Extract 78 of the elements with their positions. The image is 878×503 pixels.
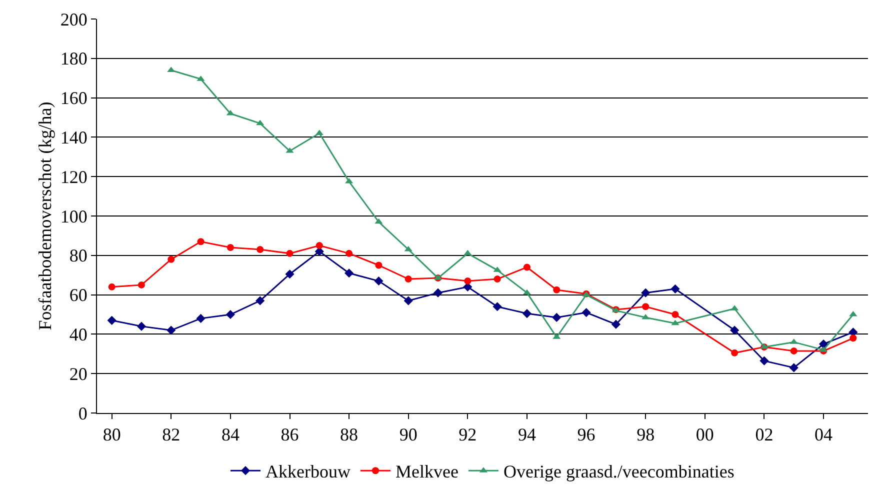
y-tick-label: 200 [60, 9, 88, 30]
point [374, 276, 384, 286]
legend-label: Overige graasd./veecombinaties [503, 462, 734, 482]
point [346, 250, 353, 257]
point [344, 268, 354, 278]
point [168, 256, 175, 263]
y-tick-label: 60 [69, 285, 88, 306]
point [226, 244, 234, 252]
point [136, 322, 146, 331]
point [138, 281, 145, 288]
x-tick-label: 02 [755, 424, 774, 445]
point [196, 314, 206, 323]
point [433, 288, 443, 298]
point [582, 308, 591, 318]
point [285, 270, 294, 279]
point [670, 284, 680, 294]
point [553, 286, 560, 294]
x-tick-label: 80 [102, 424, 121, 445]
y-tick-label: 180 [60, 48, 88, 69]
point [108, 283, 116, 290]
x-tick-label: 94 [518, 424, 536, 445]
point [316, 242, 323, 250]
point [404, 276, 412, 283]
point [494, 276, 501, 283]
x-tick-label: 90 [399, 424, 418, 445]
y-tick-label: 40 [69, 324, 88, 344]
y-tick-label: 0 [78, 403, 88, 424]
point [642, 303, 650, 310]
point [464, 278, 472, 285]
point [404, 296, 413, 306]
point [375, 262, 382, 269]
y-axis-title: Fosfaatbodemoverschot (kg/ha) [35, 102, 55, 330]
y-tick-label: 20 [69, 364, 88, 384]
point [315, 130, 324, 136]
point [166, 326, 176, 335]
point [523, 264, 530, 271]
point [226, 310, 235, 320]
point [197, 238, 204, 246]
point [107, 316, 116, 325]
point [671, 320, 680, 326]
point [818, 340, 828, 349]
point [760, 356, 769, 366]
point [611, 320, 620, 329]
point [374, 218, 383, 224]
point [464, 250, 472, 256]
x-tick-label: 00 [696, 424, 714, 445]
y-tick-label: 100 [60, 206, 88, 226]
point [850, 334, 857, 342]
y-tick-label: 80 [69, 246, 88, 266]
y-tick-label: 140 [60, 128, 88, 148]
x-tick-label: 96 [577, 424, 596, 445]
x-tick-label: 92 [458, 424, 477, 445]
y-tick-label: 160 [60, 88, 88, 108]
point [552, 312, 562, 322]
point [286, 147, 294, 153]
legend-label: Akkerbouw [266, 462, 350, 482]
point [256, 120, 264, 126]
y-tick-label: 120 [60, 166, 88, 187]
x-tick-label: 04 [814, 424, 833, 445]
point [492, 302, 502, 312]
point [790, 347, 798, 354]
point [789, 363, 798, 372]
point [642, 314, 650, 320]
point [522, 308, 532, 318]
point [641, 288, 650, 298]
point [256, 296, 265, 306]
legend-label: Melkvee [395, 462, 458, 482]
point [731, 349, 738, 356]
x-tick-label: 82 [162, 424, 180, 445]
x-tick-label: 84 [221, 424, 240, 445]
point [256, 246, 264, 253]
x-tick-label: 88 [340, 424, 358, 445]
x-tick-label: 98 [636, 424, 655, 445]
point [672, 311, 679, 318]
point [286, 250, 294, 257]
point [404, 246, 412, 252]
point [730, 326, 740, 335]
x-tick-label: 86 [280, 424, 299, 445]
